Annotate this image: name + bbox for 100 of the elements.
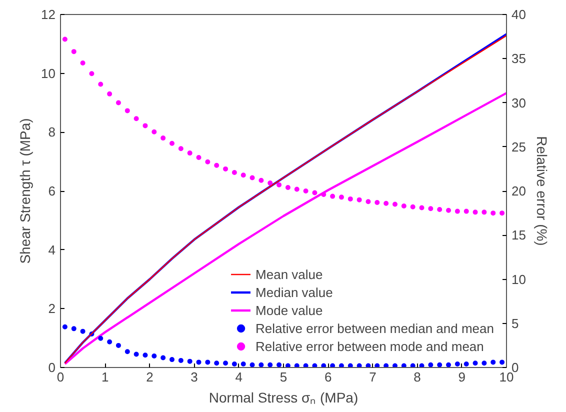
point	[490, 360, 496, 365]
y-tick-label: 10	[41, 66, 56, 81]
point	[285, 363, 290, 368]
point	[232, 170, 237, 175]
point	[401, 363, 406, 368]
point	[392, 363, 398, 368]
point	[446, 362, 452, 368]
point	[258, 362, 264, 368]
x-tick-label: 5	[280, 370, 288, 384]
point	[472, 210, 478, 215]
point	[330, 363, 336, 368]
point	[223, 360, 228, 366]
legend-label: Mode value	[256, 302, 323, 319]
point	[268, 362, 273, 368]
point	[500, 210, 505, 216]
point	[98, 82, 104, 87]
point	[401, 204, 406, 208]
x-axis-title: Normal Stress σₙ (MPa)	[208, 390, 358, 406]
point	[437, 362, 442, 368]
point	[232, 361, 237, 366]
point	[428, 206, 434, 212]
point	[348, 363, 353, 368]
point	[250, 175, 255, 180]
point	[454, 208, 460, 214]
point	[384, 200, 389, 206]
point	[366, 199, 371, 204]
point	[196, 360, 202, 365]
point	[71, 49, 76, 54]
point	[116, 342, 121, 348]
point	[187, 150, 192, 156]
point	[205, 159, 210, 164]
point	[500, 360, 505, 365]
point	[170, 140, 174, 146]
point	[160, 355, 166, 360]
point	[80, 60, 86, 66]
point	[214, 162, 220, 168]
point	[134, 116, 139, 122]
point	[170, 357, 174, 362]
point	[490, 210, 496, 216]
point	[62, 36, 68, 42]
point	[152, 129, 157, 134]
point	[330, 194, 336, 199]
y-tick-label: 8	[48, 124, 56, 140]
x-tick-label: 8	[414, 370, 421, 384]
point	[312, 363, 318, 368]
point	[437, 207, 442, 212]
point	[187, 358, 192, 364]
point	[214, 360, 220, 366]
point	[107, 339, 112, 344]
point	[464, 361, 469, 366]
point	[366, 363, 371, 368]
point	[464, 208, 469, 214]
point	[178, 358, 184, 363]
point	[321, 192, 326, 198]
point	[276, 182, 282, 188]
y2-tick-label: 15	[512, 228, 526, 243]
x-tick-label: 4	[235, 370, 243, 384]
point	[124, 349, 130, 354]
point	[348, 196, 353, 202]
y2-tick-label: 25	[512, 139, 526, 154]
point	[205, 360, 210, 365]
point	[312, 190, 318, 196]
point	[392, 202, 398, 207]
x-tick-label: 2	[146, 370, 154, 384]
point	[303, 188, 308, 194]
point	[116, 100, 121, 106]
point	[107, 91, 112, 96]
point	[374, 363, 380, 368]
legend-label: Median value	[256, 284, 333, 301]
point	[240, 361, 246, 366]
point	[410, 204, 416, 210]
point	[454, 361, 460, 366]
point	[303, 363, 308, 368]
x-tick-label: 9	[458, 370, 466, 384]
point	[482, 360, 487, 366]
y2-tick-label: 35	[512, 51, 526, 66]
point	[419, 363, 424, 368]
x-tick-label: 3	[190, 370, 198, 384]
legend-label: Relative error between mode and mean	[256, 338, 484, 355]
x-tick-label: 7	[369, 370, 376, 384]
y2-tick-label: 5	[512, 316, 519, 331]
point	[321, 363, 326, 368]
point	[419, 205, 424, 210]
point	[124, 108, 130, 114]
point	[80, 328, 86, 334]
y2-axis-title: Relative error (%)	[534, 136, 550, 246]
point	[89, 71, 94, 76]
point	[160, 136, 166, 141]
y-tick-label: 2	[48, 301, 56, 316]
point	[142, 123, 148, 128]
point	[472, 360, 478, 366]
y-axis-title: Shear Strength τ (MPa)	[17, 118, 34, 264]
x-tick-label: 10	[499, 370, 514, 384]
point	[482, 210, 487, 215]
point	[196, 154, 202, 160]
point	[374, 200, 380, 205]
point	[134, 352, 139, 357]
y-tick-label: 4	[48, 242, 56, 258]
point	[152, 354, 157, 359]
point	[250, 362, 255, 368]
